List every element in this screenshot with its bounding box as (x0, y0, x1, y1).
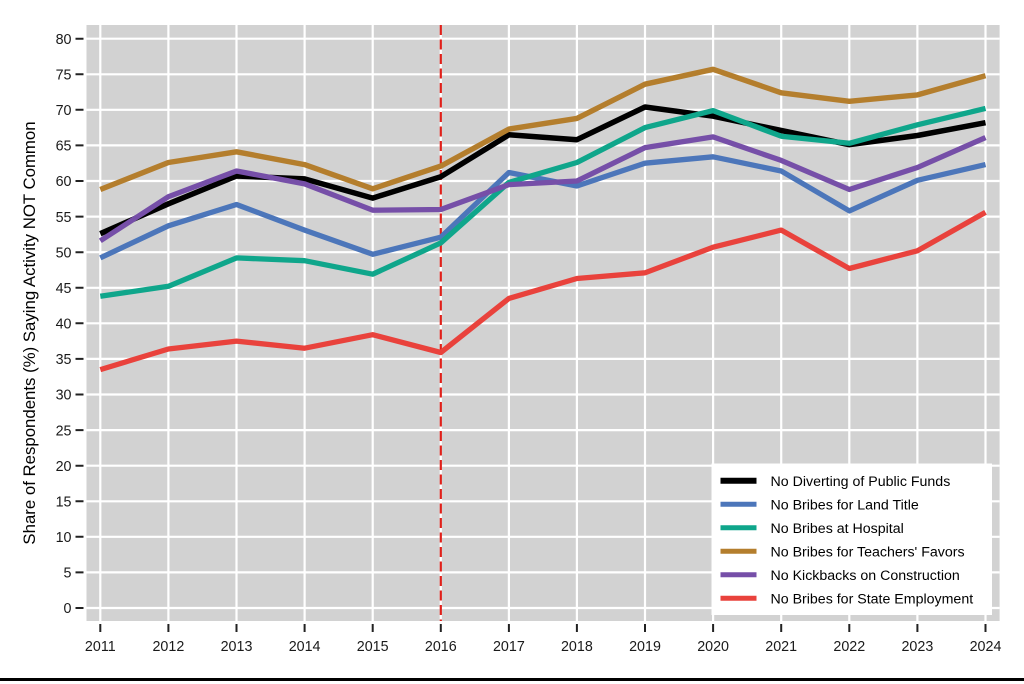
svg-text:40: 40 (56, 317, 72, 333)
svg-text:No Bribes at Hospital: No Bribes at Hospital (771, 521, 904, 537)
svg-text:2021: 2021 (765, 639, 797, 655)
svg-text:5: 5 (64, 566, 72, 582)
svg-text:No Bribes for State Employment: No Bribes for State Employment (771, 591, 974, 607)
svg-text:Share of Respondents (%) Sayin: Share of Respondents (%) Saying Activity… (20, 121, 39, 544)
svg-text:70: 70 (56, 103, 72, 119)
svg-text:10: 10 (56, 530, 72, 546)
svg-text:No Diverting of Public Funds: No Diverting of Public Funds (771, 474, 951, 490)
svg-text:55: 55 (56, 210, 72, 226)
svg-text:2012: 2012 (152, 639, 184, 655)
svg-text:2024: 2024 (970, 639, 1002, 655)
svg-text:2018: 2018 (561, 639, 593, 655)
svg-text:25: 25 (56, 423, 72, 439)
svg-text:35: 35 (56, 352, 72, 368)
svg-text:65: 65 (56, 139, 72, 155)
svg-text:2015: 2015 (357, 639, 389, 655)
svg-text:2022: 2022 (833, 639, 865, 655)
svg-text:2019: 2019 (629, 639, 661, 655)
svg-text:20: 20 (56, 459, 72, 475)
svg-text:2023: 2023 (901, 639, 933, 655)
svg-text:2011: 2011 (85, 639, 116, 655)
svg-text:2017: 2017 (493, 639, 525, 655)
svg-text:No Kickbacks on Construction: No Kickbacks on Construction (771, 568, 960, 584)
svg-text:2013: 2013 (221, 639, 253, 655)
svg-text:No Bribes for Teachers' Favors: No Bribes for Teachers' Favors (771, 544, 965, 560)
svg-text:60: 60 (56, 174, 72, 190)
svg-text:45: 45 (56, 281, 72, 297)
svg-text:15: 15 (56, 495, 72, 511)
svg-text:2020: 2020 (697, 639, 729, 655)
svg-text:2014: 2014 (289, 639, 321, 655)
svg-text:75: 75 (56, 68, 72, 84)
svg-text:50: 50 (56, 245, 72, 261)
svg-text:30: 30 (56, 388, 72, 404)
svg-text:0: 0 (64, 601, 72, 617)
svg-text:80: 80 (56, 32, 72, 48)
svg-text:2016: 2016 (425, 639, 457, 655)
svg-text:No Bribes for Land Title: No Bribes for Land Title (771, 497, 919, 513)
